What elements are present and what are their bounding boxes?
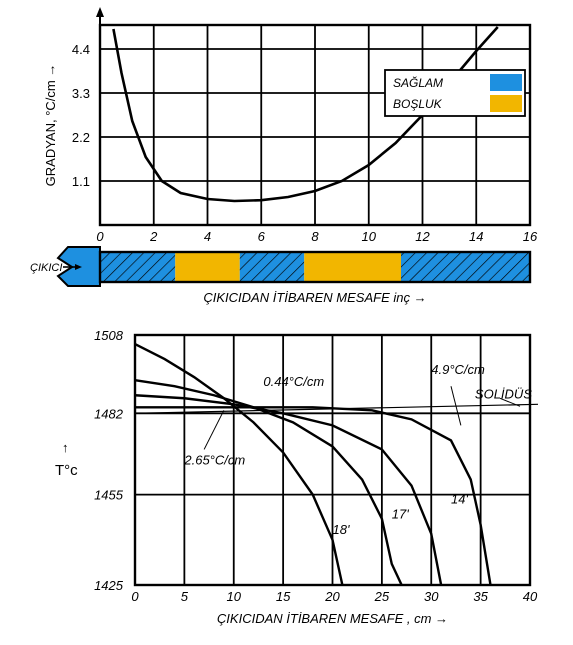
band-caption: ÇIKICIDAN İTİBAREN MESAFE inç → bbox=[203, 290, 426, 305]
band-seg bbox=[401, 252, 530, 282]
top-xtick: 14 bbox=[469, 229, 483, 244]
legend-saglam-label: SAĞLAM bbox=[393, 75, 443, 90]
bot-xtick: 10 bbox=[227, 589, 242, 604]
bot-ytick: 1455 bbox=[94, 488, 124, 503]
bot-curve-mid2 bbox=[135, 395, 441, 585]
ann-265: 2.65°C/cm bbox=[183, 453, 245, 468]
band-left-label: ÇIKICI bbox=[30, 262, 62, 274]
bot-xtick: 25 bbox=[374, 589, 390, 604]
bot-ytick: 1482 bbox=[94, 406, 124, 421]
ann-c1: 18' bbox=[333, 522, 350, 537]
top-xtick: 0 bbox=[96, 229, 104, 244]
bot-xtick: 20 bbox=[324, 589, 340, 604]
solidus-label: SOLİDÜS bbox=[475, 386, 532, 401]
top-ytick: 4.4 bbox=[72, 42, 90, 57]
top-ytick: 2.2 bbox=[72, 130, 90, 145]
top-ytick: 1.1 bbox=[72, 174, 90, 189]
ann-49: 4.9°C/cm bbox=[431, 362, 485, 377]
bot-ytick: 1425 bbox=[94, 578, 124, 593]
top-xtick: 10 bbox=[362, 229, 377, 244]
bot-xtick: 5 bbox=[181, 589, 189, 604]
top-xtick: 6 bbox=[258, 229, 266, 244]
bot-ytick: 1508 bbox=[94, 328, 124, 343]
bot-xlabel: ÇIKICIDAN İTİBAREN MESAFE , cm → bbox=[217, 611, 448, 626]
band-seg bbox=[175, 252, 240, 282]
ann-c2: 17' bbox=[392, 507, 409, 522]
top-xtick: 16 bbox=[523, 229, 538, 244]
bot-ylabel: T°c bbox=[55, 462, 78, 479]
bot-yarrow: ↑ bbox=[62, 440, 69, 455]
bot-xtick: 0 bbox=[131, 589, 139, 604]
top-xtick: 12 bbox=[415, 229, 430, 244]
legend-bosluk-swatch bbox=[490, 95, 522, 112]
legend-saglam-swatch bbox=[490, 74, 522, 91]
band-seg bbox=[100, 252, 175, 282]
top-ytick: 3.3 bbox=[72, 86, 90, 101]
top-xtick: 2 bbox=[149, 229, 158, 244]
ann-044: 0.44°C/cm bbox=[263, 374, 324, 389]
legend-bosluk-label: BOŞLUK bbox=[393, 97, 443, 111]
bot-xtick: 15 bbox=[276, 589, 291, 604]
ann-c3: 14' bbox=[451, 492, 468, 507]
top-xtick: 4 bbox=[204, 229, 211, 244]
band-seg bbox=[240, 252, 305, 282]
band-seg bbox=[304, 252, 401, 282]
bot-xtick: 35 bbox=[473, 589, 488, 604]
top-xtick: 8 bbox=[311, 229, 319, 244]
bot-xtick: 30 bbox=[424, 589, 439, 604]
top-ylabel: GRADYAN, °C/cm → bbox=[43, 64, 58, 187]
bot-xtick: 40 bbox=[523, 589, 538, 604]
